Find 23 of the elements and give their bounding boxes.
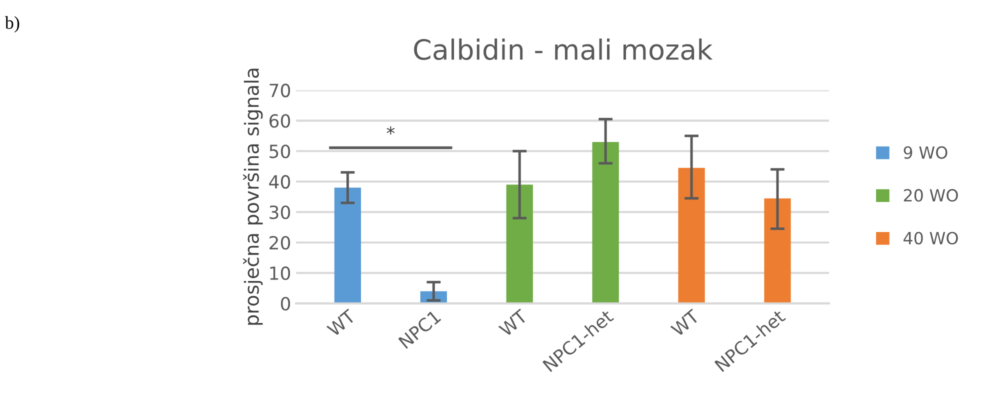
bar bbox=[334, 188, 362, 304]
legend-label: 40 WO bbox=[904, 232, 958, 244]
x-tick-label: WT bbox=[670, 308, 700, 337]
bar bbox=[506, 184, 533, 304]
x-tick-label: WT bbox=[498, 308, 528, 337]
annotation: * bbox=[386, 126, 395, 135]
y-tick-label: 60 bbox=[270, 114, 290, 128]
bar bbox=[678, 168, 705, 304]
y-tick-label: 50 bbox=[270, 144, 290, 158]
bar bbox=[764, 198, 791, 304]
y-tick-label: 20 bbox=[270, 236, 290, 250]
text: b) bbox=[4, 16, 20, 33]
y-tick-label: 0 bbox=[280, 296, 290, 311]
y-axis-title: prosječna površina signala bbox=[243, 68, 263, 325]
bar bbox=[592, 142, 619, 304]
y-tick-label: 70 bbox=[270, 84, 290, 98]
y-tick-label: 40 bbox=[269, 175, 290, 189]
chart-title: Calbidin - mali mozak bbox=[414, 38, 713, 60]
legend-label: 9 WO bbox=[904, 146, 948, 159]
x-tick-label: WT bbox=[326, 308, 357, 337]
legend-label: 20 WO bbox=[904, 189, 958, 202]
y-tick-label: 30 bbox=[270, 205, 290, 220]
y-tick-label: 10 bbox=[270, 266, 290, 280]
